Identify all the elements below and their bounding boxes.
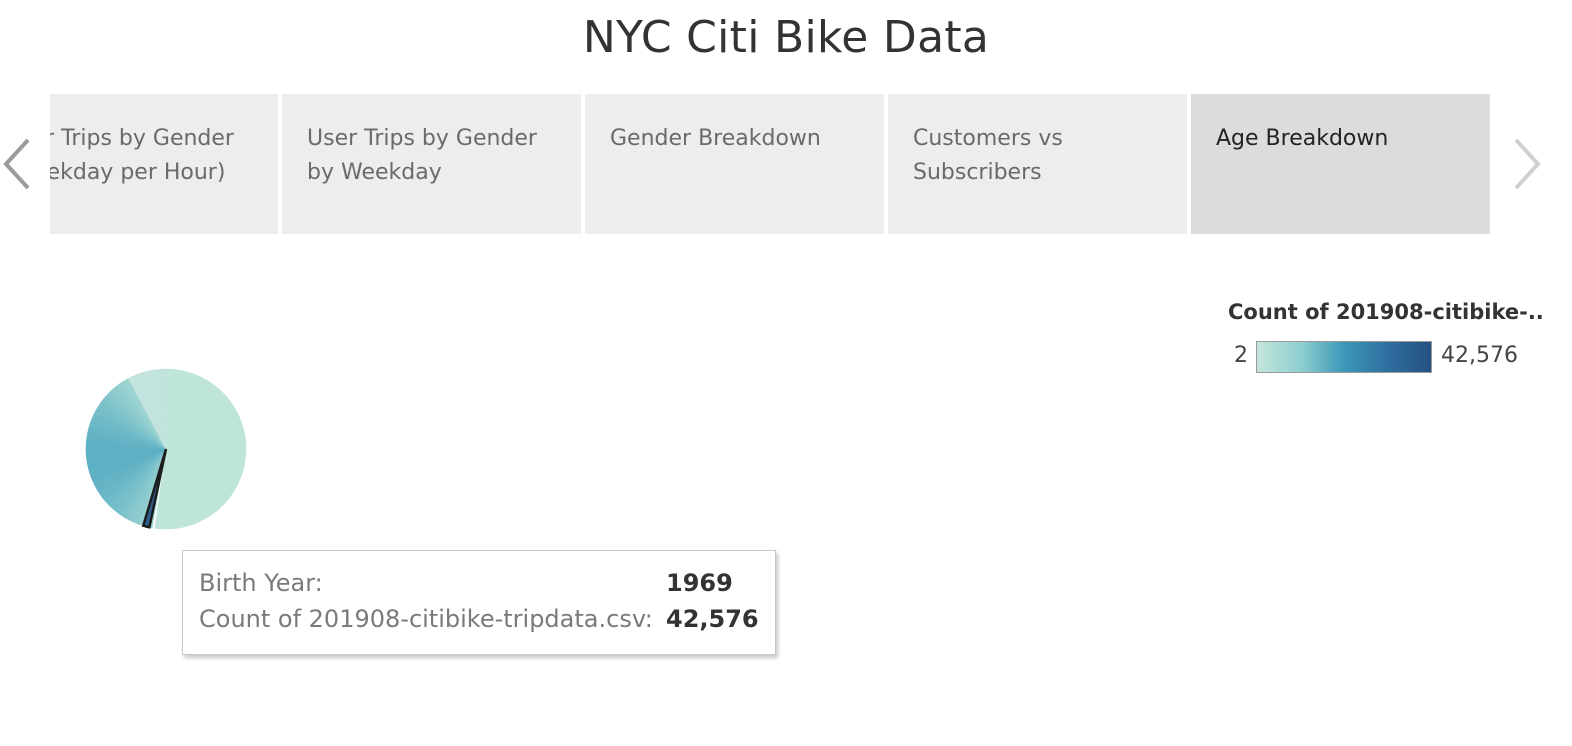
legend-title: Count of 201908-citibike-.. xyxy=(1228,300,1544,324)
age-pie-chart[interactable] xyxy=(85,368,247,530)
tooltip-value-birth-year: 1969 xyxy=(666,569,733,597)
pie-slice[interactable] xyxy=(128,368,167,450)
legend-max-value: 42,576 xyxy=(1441,343,1518,368)
tab-user-trips-by-weekday[interactable]: User Trips by Gender by Weekday xyxy=(282,94,581,234)
dashboard-title: NYC Citi Bike Data xyxy=(582,12,990,63)
chevron-right-icon[interactable] xyxy=(1508,134,1544,194)
tab-gender-breakdown[interactable]: Gender Breakdown xyxy=(585,94,884,234)
tooltip-label-birth-year: Birth Year: xyxy=(199,569,323,597)
tab-user-trips-weekday-per-hour[interactable]: User Trips by Gender (Weekday per Hour) xyxy=(50,94,278,234)
tooltip-label-count: Count of 201908-citibike-tripdata.csv: xyxy=(199,605,653,633)
chevron-left-icon[interactable] xyxy=(0,134,36,194)
tooltip-value-count: 42,576 xyxy=(666,605,759,633)
pie-slice-highlighted[interactable] xyxy=(141,448,168,529)
tab-age-breakdown[interactable]: Age Breakdown xyxy=(1191,94,1490,234)
tooltip: Birth Year: 1969 Count of 201908-citibik… xyxy=(182,550,776,655)
tab-strip: User Trips by Gender (Weekday per Hour) … xyxy=(50,94,1493,234)
pie-slice[interactable] xyxy=(154,368,247,530)
tab-customers-vs-subscribers[interactable]: Customers vs Subscribers xyxy=(888,94,1187,234)
color-legend-gradient xyxy=(1256,341,1432,373)
legend-min-value: 2 xyxy=(1234,343,1248,368)
